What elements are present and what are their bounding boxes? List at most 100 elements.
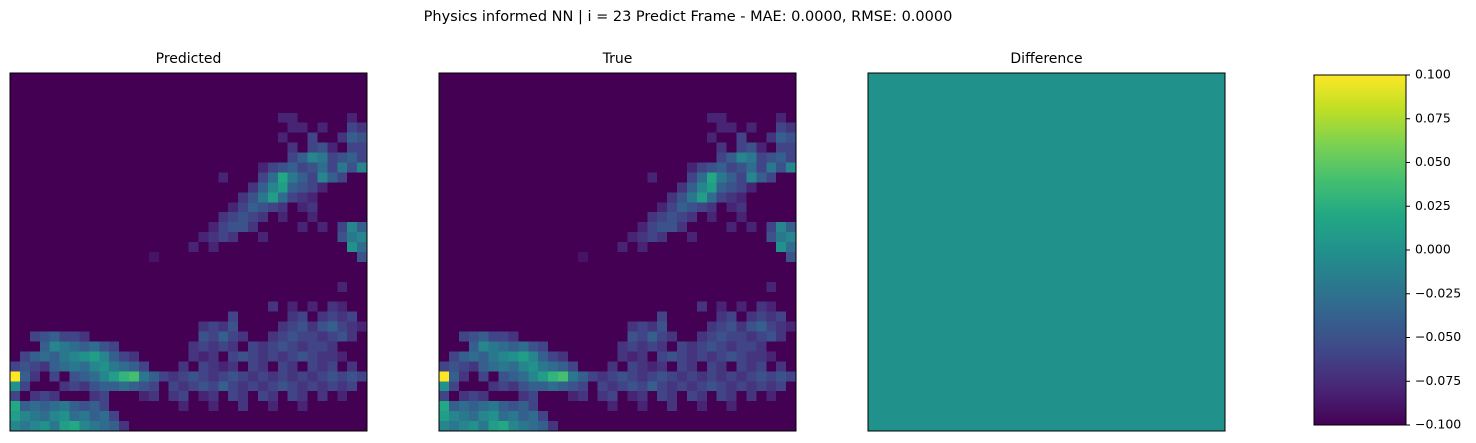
cell <box>907 192 919 203</box>
cell <box>1096 311 1107 323</box>
cell <box>917 252 929 263</box>
cell <box>877 301 889 313</box>
cell <box>458 182 470 193</box>
cell <box>357 172 368 183</box>
cell <box>178 261 190 273</box>
cell <box>637 371 648 382</box>
cell <box>49 371 61 382</box>
cell <box>1026 391 1038 402</box>
cell <box>148 152 160 164</box>
cell <box>927 351 939 362</box>
cell <box>667 361 678 372</box>
cell <box>49 172 61 183</box>
cell <box>877 271 889 283</box>
cell <box>448 73 460 84</box>
cell <box>1076 202 1087 213</box>
cell <box>706 252 718 263</box>
cell <box>39 401 51 412</box>
cell <box>1006 162 1018 174</box>
cell <box>756 172 767 183</box>
cell <box>1195 142 1206 154</box>
cell <box>267 401 279 412</box>
cell <box>927 102 939 114</box>
cell <box>1106 281 1117 293</box>
cell <box>119 182 130 193</box>
cell <box>607 361 619 372</box>
cell <box>686 421 698 432</box>
cell <box>558 112 569 124</box>
cell <box>996 122 1008 134</box>
cell <box>1076 82 1087 94</box>
cell <box>1145 341 1157 353</box>
cell <box>1205 212 1216 223</box>
cell <box>1066 82 1077 94</box>
cell <box>109 421 120 432</box>
cell <box>287 301 299 313</box>
cell <box>208 371 219 382</box>
cell <box>168 222 180 233</box>
cell <box>39 321 51 333</box>
cell <box>257 301 269 313</box>
cell <box>987 301 998 313</box>
cell <box>726 162 738 174</box>
cell <box>89 182 100 193</box>
cell <box>917 172 929 183</box>
cell <box>39 212 51 223</box>
cell <box>518 381 529 392</box>
cell <box>158 311 170 323</box>
cell <box>1076 361 1087 372</box>
cell <box>119 291 130 303</box>
cell <box>478 371 490 382</box>
cell <box>1036 122 1048 134</box>
cell <box>927 112 939 124</box>
cell <box>468 192 480 203</box>
cell <box>996 202 1008 213</box>
cell <box>686 222 698 233</box>
cell <box>977 132 988 144</box>
cell <box>637 261 648 273</box>
cell <box>347 92 358 104</box>
cell <box>927 391 939 402</box>
cell <box>257 172 269 183</box>
cell <box>1006 132 1018 144</box>
cell <box>558 202 569 213</box>
cell <box>19 172 31 183</box>
cell <box>307 281 319 293</box>
cell <box>927 291 939 303</box>
cell <box>587 331 599 343</box>
cell <box>1145 92 1157 104</box>
cell <box>188 351 200 362</box>
cell <box>996 371 1008 382</box>
cell <box>478 192 490 203</box>
cell <box>1006 401 1018 412</box>
cell <box>19 271 31 283</box>
cell <box>1125 162 1137 174</box>
cell <box>1205 73 1216 84</box>
cell <box>558 252 569 263</box>
cell <box>1185 421 1196 432</box>
cell <box>577 411 589 422</box>
cell <box>877 391 889 402</box>
cell <box>347 261 358 273</box>
cell <box>607 261 619 273</box>
cell <box>726 112 738 124</box>
cell <box>10 311 21 323</box>
cell <box>558 281 569 293</box>
cell <box>887 122 899 134</box>
cell <box>10 162 21 174</box>
cell <box>617 291 629 303</box>
cell <box>587 82 599 94</box>
cell <box>29 291 41 303</box>
cell <box>736 242 748 253</box>
cell <box>1205 252 1216 263</box>
cell <box>667 391 678 402</box>
cell <box>99 152 110 164</box>
cell <box>667 381 678 392</box>
cell <box>987 341 998 353</box>
cell <box>1106 291 1117 303</box>
cell <box>488 202 500 213</box>
cell <box>498 421 510 432</box>
cell <box>138 172 150 183</box>
cell <box>89 311 100 323</box>
cell <box>696 82 708 94</box>
